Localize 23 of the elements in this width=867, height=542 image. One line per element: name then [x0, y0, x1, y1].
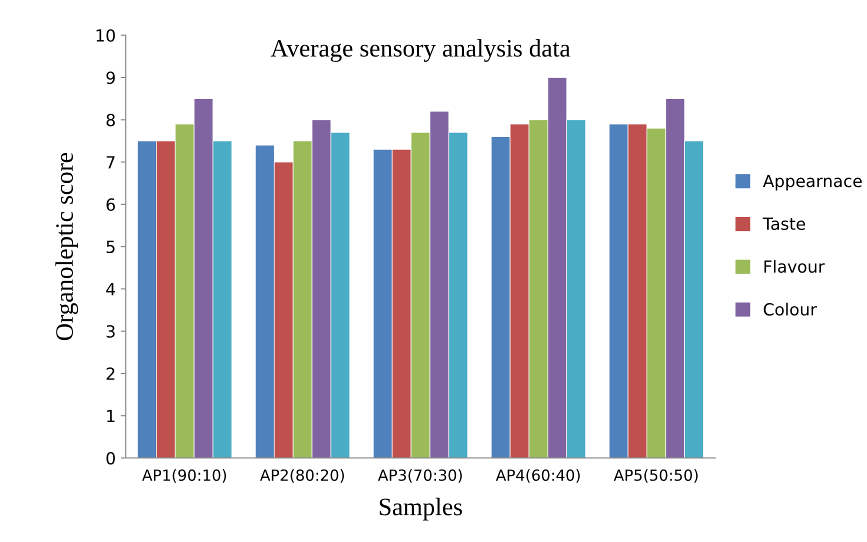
- x-tick-label: AP3(70:30): [378, 469, 462, 483]
- x-tick-label: AP2(80:20): [260, 469, 344, 483]
- x-tick-label: AP5(50:50): [614, 469, 698, 483]
- legend-label: Flavour: [764, 260, 825, 273]
- y-tick-label: 2: [106, 367, 114, 380]
- chart-title: Average sensory analysis data: [270, 39, 570, 62]
- legend-label: Appearnace: [762, 174, 862, 190]
- legend-label: Taste: [762, 218, 806, 230]
- y-tick-label: 4: [106, 283, 116, 296]
- y-tick-label: 6: [106, 198, 115, 211]
- y-axis-title: Organoleptic score: [55, 152, 78, 340]
- y-tick-label: 9: [106, 71, 115, 84]
- x-tick-label: AP4(60:40): [496, 469, 580, 483]
- y-tick-label: 5: [106, 240, 115, 254]
- y-tick-label: 7: [106, 156, 115, 168]
- y-tick-label: 3: [106, 325, 115, 338]
- y-tick-label: 1: [107, 410, 114, 422]
- y-tick-label: 8: [106, 114, 115, 126]
- x-axis-title: Samples: [380, 498, 462, 520]
- y-tick-label: 0: [106, 452, 115, 465]
- x-tick-label: AP1(90:10): [142, 469, 226, 483]
- legend-label: Colour: [764, 302, 817, 316]
- y-tick-label: 10: [96, 29, 115, 42]
